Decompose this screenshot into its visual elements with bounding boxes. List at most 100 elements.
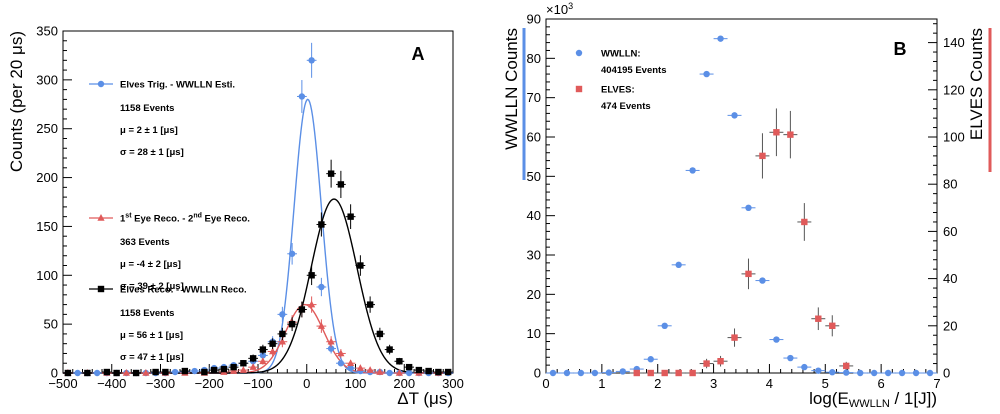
b-data-point (647, 356, 654, 363)
b-data-point (717, 35, 724, 42)
a-y-tick-label: 350 (36, 24, 58, 39)
a-legend-sigma: σ = 47 ± 1 [μs] (120, 352, 184, 363)
a-legend-label-part: Eye Reco. (202, 214, 250, 225)
a-data-point (113, 369, 120, 377)
a-legend-label-part: st (125, 213, 132, 220)
a-data-point (435, 368, 442, 376)
b-data-point (829, 322, 836, 329)
a-x-tick-label: 0 (303, 376, 310, 391)
x-title-end: / 1[J]) (890, 389, 937, 408)
panel-a-ticks: −500 −400 −300 −200 −100 0 100 200 300 0 50 100 150 2… (36, 24, 464, 392)
a-data-point (366, 366, 374, 373)
a-data-point (444, 368, 452, 376)
a-data-point (259, 346, 267, 353)
a-data-point (308, 57, 315, 64)
a-data-point (269, 347, 277, 355)
a-data-point (357, 262, 364, 269)
multiplier-base: ×10 (546, 2, 568, 17)
b-data-point (703, 360, 710, 367)
b-legend-events: 404195 Events (601, 65, 667, 76)
b-right-tick-label: 20 (943, 318, 957, 333)
b-data-point (815, 315, 822, 322)
a-data-point (240, 360, 247, 367)
a-data-point (395, 369, 403, 376)
a-data-point (405, 363, 413, 371)
a-x-tick-label: −200 (195, 376, 224, 391)
b-x-tick-label: 3 (710, 376, 717, 391)
b-data-point (703, 70, 710, 78)
a-data-point (278, 337, 286, 345)
a-data-point (84, 369, 91, 377)
b-x-tick-label: 1 (598, 376, 605, 391)
a-data-point (288, 320, 296, 328)
a-y-tick-label: 100 (36, 268, 58, 283)
b-data-point (856, 369, 864, 377)
panel-b-label: B (894, 39, 907, 59)
b-data-point (689, 369, 696, 377)
a-legend-sigma: σ = 39 ± 2 [μs] (120, 281, 184, 292)
b-data-point (787, 131, 794, 138)
b-data-point (591, 369, 599, 377)
panel-b-y-multiplier: ×103 (546, 1, 573, 17)
a-data-point (171, 368, 179, 376)
a-data-point (337, 349, 345, 357)
a-data-point (142, 369, 150, 376)
panel-a-data-points (63, 42, 453, 377)
a-data-point (347, 359, 355, 367)
b-legend-events: 474 Events (601, 101, 651, 112)
a-data-point (317, 322, 325, 329)
b-left-tick-label: 70 (527, 90, 541, 105)
b-data-point (731, 334, 738, 341)
a-data-point (230, 367, 238, 374)
b-data-point (773, 336, 780, 343)
b-legend-marker (575, 85, 583, 93)
b-data-point (843, 369, 850, 376)
a-data-point (415, 366, 423, 374)
a-y-tick-label: 200 (36, 170, 58, 185)
a-legend-events: 1158 Events (120, 308, 174, 319)
a-x-tick-label: −400 (97, 376, 126, 391)
b-data-point (912, 369, 920, 377)
a-data-point (327, 170, 335, 177)
a-legend-marker (97, 80, 105, 88)
b-data-point (619, 368, 627, 375)
b-left-tick-label: 30 (527, 248, 541, 263)
b-left-tick-label: 50 (527, 169, 541, 184)
a-legend-events: 1158 Events (120, 103, 174, 114)
panel-b-ticks: 0 1 2 3 4 5 6 701020304050607080900204060801001… (527, 12, 965, 392)
panel-b-frame (545, 18, 938, 374)
b-data-point (787, 354, 794, 362)
b-legend-label: WWLLN: (601, 49, 641, 60)
a-data-point (347, 364, 354, 372)
a-legend-label-part: nd (193, 213, 202, 220)
a-x-tick-label: 200 (393, 376, 415, 391)
a-data-point (93, 369, 101, 377)
a-legend-label: 1st Eye Reco. - 2nd Eye Reco. (120, 213, 250, 225)
b-data-point (717, 358, 724, 365)
a-data-point (74, 369, 81, 377)
a-data-point (249, 363, 257, 370)
a-data-point (386, 369, 393, 377)
a-data-point (288, 250, 296, 257)
b-data-point (759, 277, 766, 284)
b-data-point (829, 369, 836, 376)
b-data-point (843, 362, 850, 370)
a-data-point (318, 283, 325, 291)
b-right-tick-label: 120 (943, 82, 965, 97)
a-data-point (327, 337, 335, 345)
panel-b-x-axis-title: log(EWWLLN / 1[J]) (809, 389, 937, 410)
a-data-point (220, 365, 228, 373)
b-data-point (689, 167, 696, 174)
b-x-tick-label: 6 (878, 376, 885, 391)
a-data-point (337, 181, 345, 188)
b-right-tick-label: 0 (943, 366, 950, 381)
a-legend-mu: μ = -4 ± 2 [μs] (120, 259, 181, 270)
a-data-point (210, 366, 218, 374)
a-data-point (239, 366, 247, 373)
b-data-point (549, 369, 557, 377)
b-data-point (926, 369, 934, 377)
b-x-tick-label: 0 (542, 376, 549, 391)
a-data-point (376, 368, 384, 375)
a-data-point (279, 311, 286, 318)
